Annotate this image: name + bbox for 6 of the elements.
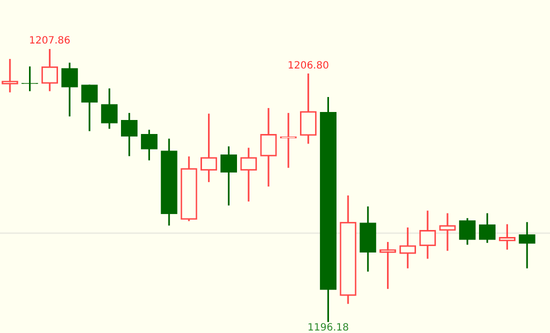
candlestick: [2, 58, 18, 92]
candlestick: [518, 222, 536, 268]
candlestick: [439, 213, 456, 251]
annotation: 1207.86: [29, 36, 70, 47]
annotation: 1196.18: [307, 322, 349, 333]
annotation: 1206.80: [288, 60, 329, 72]
